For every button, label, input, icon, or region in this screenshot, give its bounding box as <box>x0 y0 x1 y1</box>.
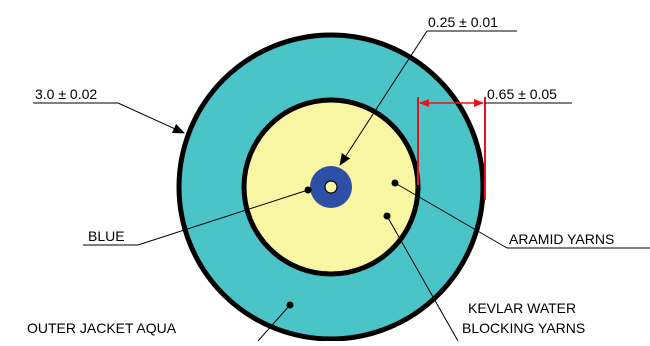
kevlar-label-line1: KEVLAR WATER <box>468 300 576 316</box>
fiber-center-circle <box>324 180 338 194</box>
kevlar-label-line2: BLOCKING YARNS <box>462 320 585 336</box>
aramid-leader <box>394 182 508 249</box>
fiber-diameter-label: 0.25 ± 0.01 <box>428 14 498 30</box>
outer-diameter-label: 3.0 ± 0.02 <box>35 86 97 102</box>
fiber-diameter-leader <box>339 30 428 166</box>
outer-jacket-label: OUTER JACKET AQUA <box>27 320 177 336</box>
blue-label: BLUE <box>88 228 125 244</box>
blue-leader <box>137 189 309 246</box>
outer-jacket-leader <box>257 304 291 342</box>
outer-diameter-leader <box>117 102 185 134</box>
jacket-thickness-label: 0.65 ± 0.05 <box>487 86 557 102</box>
aramid-yarns-label: ARAMID YARNS <box>509 231 614 247</box>
kevlar-leader <box>386 215 459 342</box>
